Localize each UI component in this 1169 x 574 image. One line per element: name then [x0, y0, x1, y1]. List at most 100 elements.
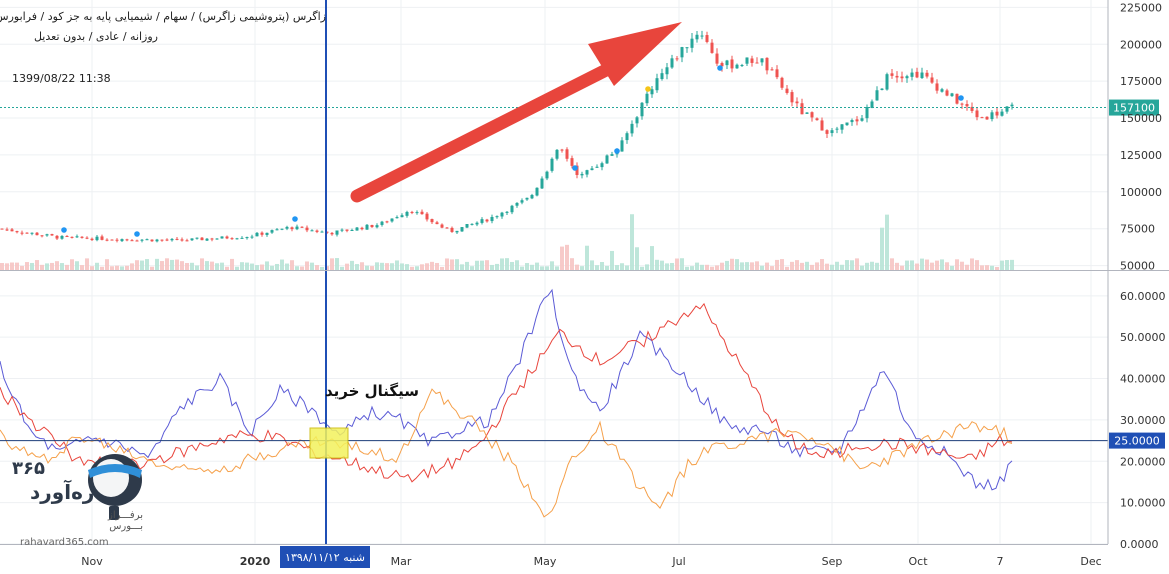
candle-body[interactable] — [735, 64, 739, 69]
candle-body[interactable] — [5, 229, 9, 231]
candle-body[interactable] — [345, 229, 349, 231]
candle-body[interactable] — [480, 219, 484, 223]
candle-body[interactable] — [220, 236, 224, 239]
candle-body[interactable] — [60, 235, 64, 239]
candle-body[interactable] — [730, 59, 734, 69]
candle-body[interactable] — [165, 239, 169, 241]
candle-body[interactable] — [395, 217, 399, 219]
candle-body[interactable] — [655, 78, 659, 91]
candle-body[interactable] — [495, 216, 499, 218]
candle-body[interactable] — [70, 236, 74, 238]
candle-body[interactable] — [160, 239, 164, 241]
candle-body[interactable] — [95, 236, 99, 241]
candle-body[interactable] — [975, 110, 979, 118]
candle-body[interactable] — [960, 103, 964, 105]
candle-body[interactable] — [375, 225, 379, 228]
candle-body[interactable] — [555, 149, 559, 159]
candle-body[interactable] — [895, 75, 899, 78]
candle-body[interactable] — [755, 62, 759, 64]
candle-body[interactable] — [980, 117, 984, 119]
candle-body[interactable] — [45, 234, 49, 236]
candle-body[interactable] — [640, 102, 644, 117]
candle-body[interactable] — [660, 73, 664, 80]
candle-body[interactable] — [570, 158, 574, 166]
candle-body[interactable] — [930, 77, 934, 83]
candle-body[interactable] — [955, 93, 959, 104]
candle-body[interactable] — [40, 235, 44, 237]
adx-indicator[interactable] — [0, 288, 1013, 518]
candle-body[interactable] — [120, 239, 124, 242]
candle-body[interactable] — [750, 58, 754, 63]
candle-body[interactable] — [605, 155, 609, 164]
candle-body[interactable] — [630, 123, 634, 134]
candle-body[interactable] — [515, 202, 519, 206]
candle-body[interactable] — [740, 65, 744, 67]
candle-body[interactable] — [380, 221, 384, 225]
candle-body[interactable] — [900, 76, 904, 79]
candle-body[interactable] — [260, 232, 264, 235]
candle-body[interactable] — [540, 178, 544, 189]
candle-body[interactable] — [780, 77, 784, 88]
candle-body[interactable] — [110, 239, 114, 241]
candle-body[interactable] — [450, 227, 454, 232]
candle-body[interactable] — [255, 232, 259, 237]
candle-body[interactable] — [400, 215, 404, 218]
adx-line[interactable] — [0, 288, 1013, 491]
candle-body[interactable] — [685, 47, 689, 49]
candle-body[interactable] — [130, 240, 134, 242]
candle-body[interactable] — [550, 158, 554, 171]
candle-body[interactable] — [410, 211, 414, 213]
candle-body[interactable] — [985, 116, 989, 120]
candle-body[interactable] — [855, 119, 859, 122]
candle-body[interactable] — [865, 107, 869, 119]
candle-body[interactable] — [520, 200, 524, 203]
candle-body[interactable] — [185, 240, 189, 242]
candle-body[interactable] — [25, 232, 29, 234]
candle-body[interactable] — [860, 118, 864, 121]
candle-body[interactable] — [610, 154, 614, 156]
candle-body[interactable] — [65, 236, 69, 238]
candle-body[interactable] — [670, 58, 674, 68]
candle-body[interactable] — [870, 101, 874, 109]
candle-body[interactable] — [580, 173, 584, 176]
candle-body[interactable] — [335, 230, 339, 235]
candle-body[interactable] — [745, 57, 749, 64]
candle-body[interactable] — [490, 216, 494, 222]
candle-body[interactable] — [230, 238, 234, 240]
candle-body[interactable] — [725, 60, 729, 66]
candle-body[interactable] — [275, 229, 279, 231]
candle-body[interactable] — [965, 104, 969, 107]
candle-body[interactable] — [425, 213, 429, 220]
candle-body[interactable] — [710, 42, 714, 53]
candle-body[interactable] — [945, 90, 949, 96]
candle-body[interactable] — [770, 69, 774, 71]
candle-body[interactable] — [150, 239, 154, 242]
candle-body[interactable] — [875, 90, 879, 101]
candle-body[interactable] — [500, 212, 504, 217]
candle-body[interactable] — [470, 223, 474, 225]
candle-body[interactable] — [1005, 106, 1009, 112]
candle-body[interactable] — [15, 231, 19, 233]
candle-body[interactable] — [835, 128, 839, 130]
candle-body[interactable] — [90, 238, 94, 241]
candle-body[interactable] — [1010, 104, 1014, 107]
candle-body[interactable] — [270, 230, 274, 233]
candle-body[interactable] — [595, 166, 599, 168]
candle-body[interactable] — [280, 228, 284, 230]
candle-body[interactable] — [295, 226, 299, 230]
candle-body[interactable] — [690, 38, 694, 48]
candle-body[interactable] — [915, 71, 919, 78]
candle-body[interactable] — [650, 89, 654, 95]
candle-body[interactable] — [830, 130, 834, 134]
candle-body[interactable] — [300, 226, 304, 228]
candle-body[interactable] — [950, 93, 954, 97]
candle-body[interactable] — [440, 224, 444, 228]
candle-body[interactable] — [80, 236, 84, 238]
candle-body[interactable] — [350, 229, 354, 231]
candle-body[interactable] — [460, 227, 464, 232]
candle-body[interactable] — [135, 240, 139, 242]
candle-body[interactable] — [55, 235, 59, 239]
candle-body[interactable] — [880, 88, 884, 90]
candle-body[interactable] — [175, 238, 179, 240]
